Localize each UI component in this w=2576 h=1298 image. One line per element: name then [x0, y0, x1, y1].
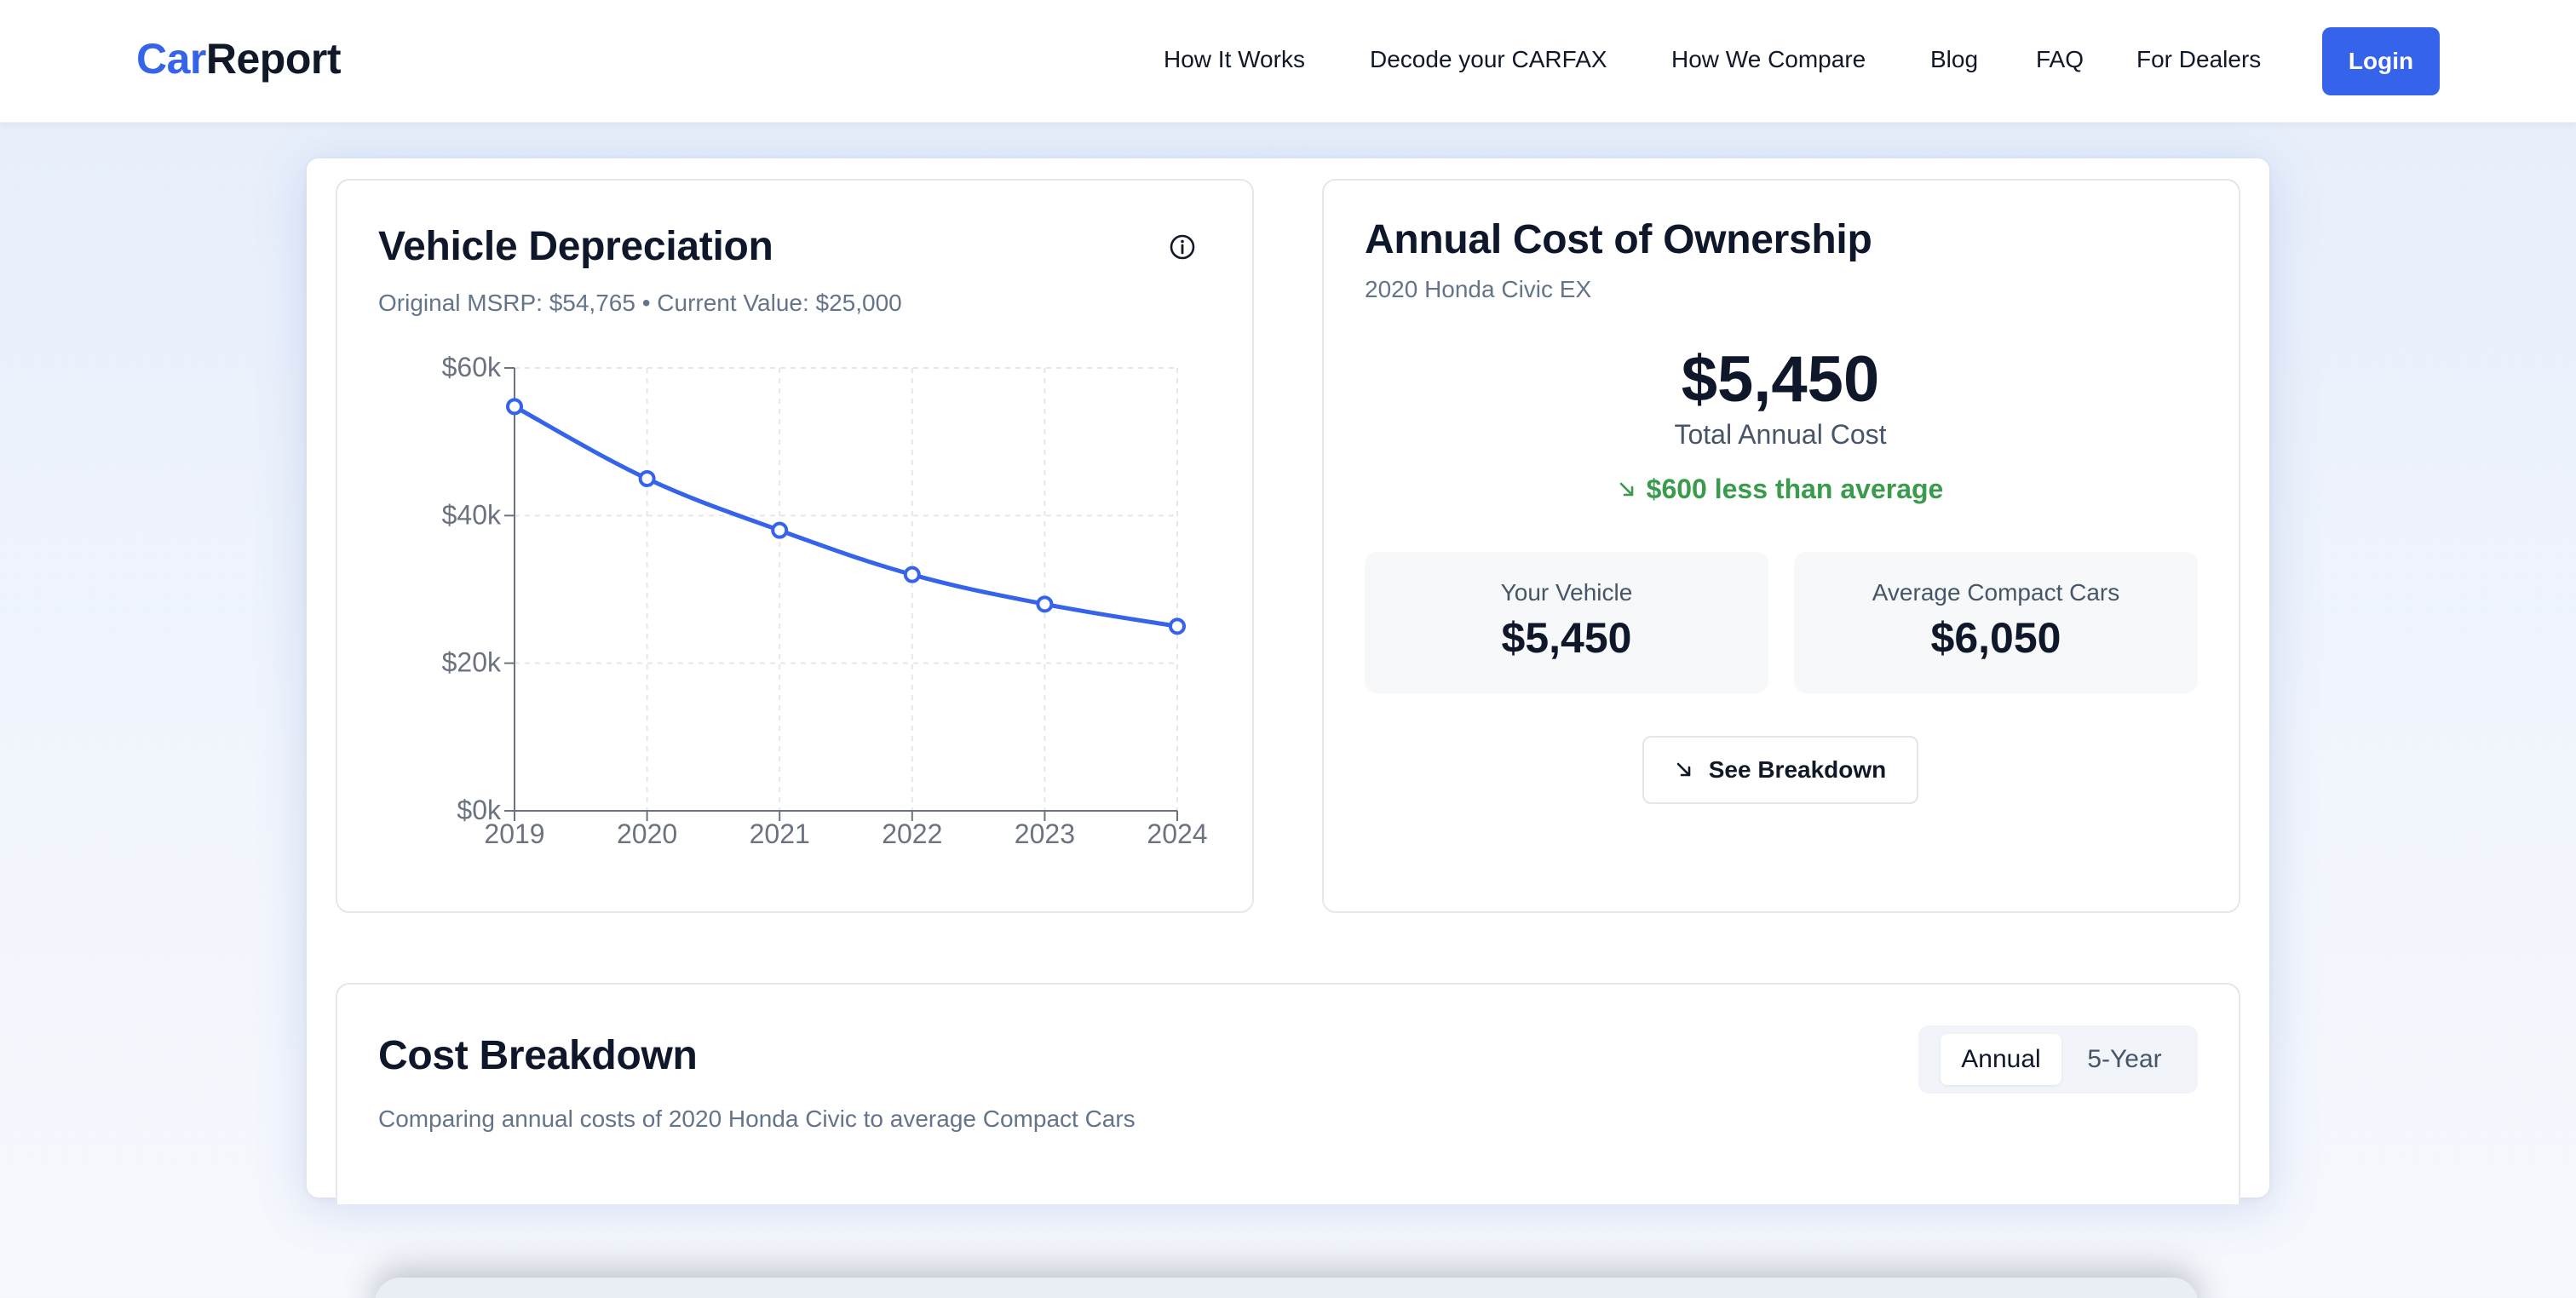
x-tick-label: 2023 — [1015, 818, 1075, 849]
your-vehicle-value: $5,450 — [1501, 614, 1632, 662]
data-point-2024 — [1169, 617, 1186, 635]
depreciation-title: Vehicle Depreciation — [378, 224, 773, 269]
x-tick-label: 2021 — [750, 818, 810, 849]
total-annual-cost-label: Total Annual Cost — [1674, 419, 1887, 450]
logo-report-text: Report — [205, 35, 342, 83]
top-nav: CarReport How It Works Decode your CARFA… — [0, 0, 2576, 123]
arrow-down-right-icon — [1619, 482, 1633, 496]
your-vehicle-label: Your Vehicle — [1500, 579, 1633, 606]
cost-breakdown-subtitle: Comparing annual costs of 2020 Honda Civ… — [378, 1106, 1136, 1132]
average-compact-stat: Average Compact Cars $6,050 — [1794, 552, 2198, 693]
data-point-2021 — [771, 521, 789, 539]
savings-text: $600 less than average — [1646, 474, 1944, 504]
savings-indicator: $600 less than average — [1322, 474, 2239, 505]
data-point-2020 — [638, 470, 656, 487]
y-tick-label: $60k — [442, 352, 502, 382]
period-toggle: Annual 5-Year — [1918, 1025, 2198, 1094]
login-button[interactable]: Login — [2322, 27, 2440, 95]
x-tick-label: 2022 — [882, 818, 942, 849]
x-tick-labels: 2019 2020 2021 2022 2023 2024 — [484, 818, 1207, 849]
next-card-edge — [375, 1278, 2198, 1298]
logo-car-text: Car — [136, 35, 206, 83]
chart-points — [506, 398, 1186, 635]
x-tick-label: 2020 — [617, 818, 677, 849]
see-breakdown-label: See Breakdown — [1708, 756, 1887, 783]
toggle-5-year[interactable]: 5-Year — [2087, 1045, 2162, 1073]
x-tick-label: 2024 — [1147, 818, 1207, 849]
nav-link-how-we-compare[interactable]: How We Compare — [1671, 46, 1866, 72]
y-tick-label: $20k — [442, 647, 502, 678]
cost-breakdown-panel — [336, 983, 2240, 1204]
y-tick-label: $0k — [457, 795, 502, 825]
depreciation-chart: $0k $20k $40k $60k 2019 2020 2021 2022 2023 2024 — [442, 352, 1208, 849]
cost-breakdown-title: Cost Breakdown — [378, 1033, 698, 1078]
nav-link-decode-carfax[interactable]: Decode your CARFAX — [1370, 46, 1607, 72]
depreciation-panel — [336, 179, 1254, 913]
your-vehicle-stat: Your Vehicle $5,450 — [1365, 552, 1768, 693]
depreciation-subtitle: Original MSRP: $54,765 • Current Value: … — [378, 290, 902, 316]
ownership-title: Annual Cost of Ownership — [1365, 217, 1872, 262]
y-tick-label: $40k — [442, 499, 502, 530]
toggle-annual[interactable]: Annual — [1941, 1034, 2061, 1085]
x-tick-label: 2019 — [484, 818, 544, 849]
nav-links: How It Works Decode your CARFAX How We C… — [0, 0, 2576, 123]
nav-link-faq[interactable]: FAQ — [2036, 46, 2084, 72]
see-breakdown-button[interactable]: See Breakdown — [1642, 736, 1918, 804]
nav-link-blog[interactable]: Blog — [1930, 46, 1979, 72]
average-compact-value: $6,050 — [1930, 614, 2061, 662]
total-annual-cost: $5,450 — [1681, 343, 1880, 416]
logo[interactable]: CarReport — [136, 34, 341, 83]
data-point-2023 — [1036, 595, 1054, 613]
arrow-down-right-icon — [1676, 762, 1691, 777]
depreciation-line — [512, 404, 1180, 629]
info-circle-icon[interactable] — [1169, 233, 1196, 261]
y-tick-labels: $0k $20k $40k $60k — [442, 352, 502, 825]
vehicle-name: 2020 Honda Civic EX — [1365, 276, 1592, 302]
data-point-2022 — [903, 566, 921, 583]
nav-link-how-it-works[interactable]: How It Works — [1164, 46, 1305, 72]
average-compact-label: Average Compact Cars — [1872, 579, 2120, 606]
data-point-2019 — [506, 398, 523, 416]
nav-link-for-dealers[interactable]: For Dealers — [2136, 46, 2262, 72]
chart-axes — [504, 367, 1178, 821]
chart-grid — [515, 367, 1178, 811]
